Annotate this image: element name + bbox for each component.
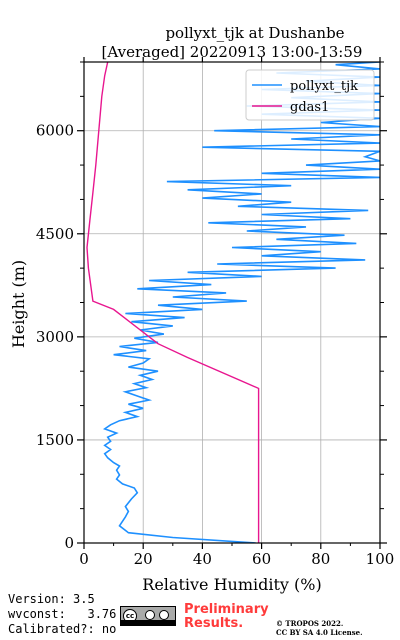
x-axis-label: Relative Humidity (%) bbox=[142, 575, 321, 594]
y-tick-label: 3000 bbox=[36, 328, 74, 346]
calibrated-text: Calibrated?: no bbox=[8, 622, 117, 636]
y-axis-label: Height (m) bbox=[9, 260, 28, 348]
x-tick-label: 100 bbox=[366, 550, 395, 568]
wvconst-text: wvconst: 3.76 bbox=[8, 607, 117, 621]
y-tick-label: 4500 bbox=[36, 225, 74, 243]
plot-area bbox=[86, 62, 380, 543]
legend-box bbox=[245, 69, 375, 121]
legend: pollyxt_tjk gdas1 bbox=[245, 69, 375, 121]
version-text: Version: 3.5 bbox=[8, 592, 95, 606]
axis-ticks: 0 20 40 60 80 100 0 1500 3000 4500 6000 bbox=[36, 57, 395, 568]
by-icon bbox=[145, 610, 155, 620]
x-tick-label: 0 bbox=[79, 550, 89, 568]
rh-profile-chart: pollyxt_tjk at Dushanbe [Averaged] 20220… bbox=[9, 24, 395, 594]
preliminary-line-1: Preliminary bbox=[184, 602, 269, 617]
legend-label-pollyxt_tjk: pollyxt_tjk bbox=[290, 79, 358, 94]
x-tick-label: 20 bbox=[134, 550, 153, 568]
y-tick-label: 6000 bbox=[36, 122, 74, 140]
cc-license-badge: cc bbox=[120, 606, 176, 626]
series-line-pollyxt_tjk bbox=[102, 62, 380, 543]
chart-title: pollyxt_tjk at Dushanbe bbox=[165, 24, 344, 42]
x-tick-label: 40 bbox=[193, 550, 212, 568]
chart-subtitle: [Averaged] 20220913 13:00-13:59 bbox=[102, 43, 363, 61]
legend-label-gdas1: gdas1 bbox=[290, 100, 329, 115]
preliminary-notice: Preliminary Results. bbox=[184, 603, 269, 631]
badge-bar bbox=[121, 620, 175, 625]
x-tick-label: 80 bbox=[311, 550, 330, 568]
copyright-line-2: CC BY SA 4.0 License. bbox=[276, 628, 363, 637]
copyright-line-1: © TROPOS 2022. bbox=[276, 619, 344, 628]
y-tick-label: 0 bbox=[64, 534, 74, 552]
sa-icon bbox=[159, 610, 169, 620]
x-tick-label: 60 bbox=[252, 550, 271, 568]
y-tick-label: 1500 bbox=[36, 431, 74, 449]
preliminary-line-2: Results. bbox=[184, 616, 244, 631]
copyright-notice: © TROPOS 2022. CC BY SA 4.0 License. bbox=[276, 619, 363, 637]
series-line-gdas1 bbox=[86, 62, 260, 543]
